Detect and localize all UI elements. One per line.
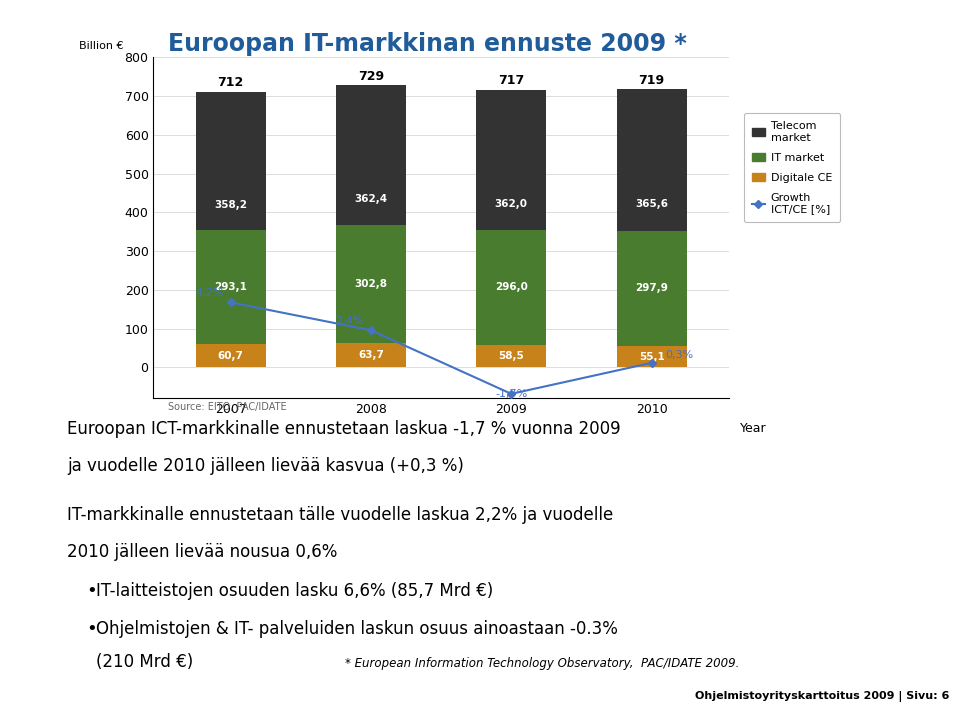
Bar	[617, 346, 687, 368]
Text: 729: 729	[358, 70, 384, 83]
Bar	[196, 344, 266, 368]
Text: 358,2: 358,2	[214, 200, 247, 210]
Text: -1,7%: -1,7%	[495, 389, 527, 399]
Bar	[336, 85, 406, 225]
Bar	[336, 225, 406, 342]
Text: 719: 719	[639, 74, 665, 87]
Text: Ohjelmistoyrityskarttoitus 2009 | Sivu: 6: Ohjelmistoyrityskarttoitus 2009 | Sivu: …	[695, 691, 949, 702]
Text: 296,0: 296,0	[495, 282, 527, 292]
Text: 4,2%: 4,2%	[196, 288, 223, 298]
Text: Year: Year	[740, 422, 767, 435]
Text: 58,5: 58,5	[499, 351, 525, 361]
Bar	[477, 345, 547, 368]
Bar	[617, 230, 687, 346]
Text: 362,4: 362,4	[355, 195, 387, 205]
Text: IT-laitteistojen osuuden lasku 6,6% (85,7 Mrd €): IT-laitteistojen osuuden lasku 6,6% (85,…	[96, 582, 493, 600]
Text: 297,9: 297,9	[635, 284, 668, 294]
Text: Billion €: Billion €	[79, 41, 123, 50]
Text: Source: EITO, PAC/IDATE: Source: EITO, PAC/IDATE	[168, 402, 287, 412]
Text: 365,6: 365,6	[635, 200, 668, 210]
Text: ja vuodelle 2010 jälleen lievää kasvua (+0,3 %): ja vuodelle 2010 jälleen lievää kasvua (…	[67, 457, 464, 475]
Text: IT-markkinalle ennustetaan tälle vuodelle laskua 2,2% ja vuodelle: IT-markkinalle ennustetaan tälle vuodell…	[67, 506, 614, 524]
Text: 302,8: 302,8	[355, 279, 387, 289]
Text: 2,4%: 2,4%	[336, 316, 364, 326]
Text: •: •	[86, 620, 97, 638]
Text: 63,7: 63,7	[358, 350, 384, 360]
Text: 293,1: 293,1	[214, 282, 247, 292]
Legend: Telecom
market, IT market, Digitale CE, Growth
ICT/CE [%]: Telecom market, IT market, Digitale CE, …	[744, 113, 840, 222]
Bar	[196, 230, 266, 344]
Bar	[617, 89, 687, 230]
Bar	[336, 342, 406, 368]
Text: * European Information Technology Observatory,  PAC/IDATE 2009.: * European Information Technology Observ…	[345, 657, 739, 670]
Text: 0,3%: 0,3%	[666, 350, 693, 360]
Bar	[477, 90, 547, 230]
Bar	[196, 92, 266, 230]
Text: 55,1: 55,1	[639, 352, 665, 362]
Text: •: •	[86, 582, 97, 600]
Text: (210 Mrd €): (210 Mrd €)	[96, 653, 193, 671]
Text: 712: 712	[218, 76, 244, 89]
Bar	[477, 230, 547, 345]
Text: Ohjelmistojen & IT- palveluiden laskun osuus ainoastaan -0.3%: Ohjelmistojen & IT- palveluiden laskun o…	[96, 620, 618, 638]
Text: 60,7: 60,7	[218, 350, 244, 360]
Text: Euroopan IT-markkinan ennuste 2009 *: Euroopan IT-markkinan ennuste 2009 *	[168, 32, 687, 56]
Text: 717: 717	[498, 75, 525, 88]
Text: 362,0: 362,0	[495, 199, 527, 209]
Text: 2010 jälleen lievää nousua 0,6%: 2010 jälleen lievää nousua 0,6%	[67, 544, 338, 561]
Text: Euroopan ICT-markkinalle ennustetaan laskua -1,7 % vuonna 2009: Euroopan ICT-markkinalle ennustetaan las…	[67, 420, 620, 438]
